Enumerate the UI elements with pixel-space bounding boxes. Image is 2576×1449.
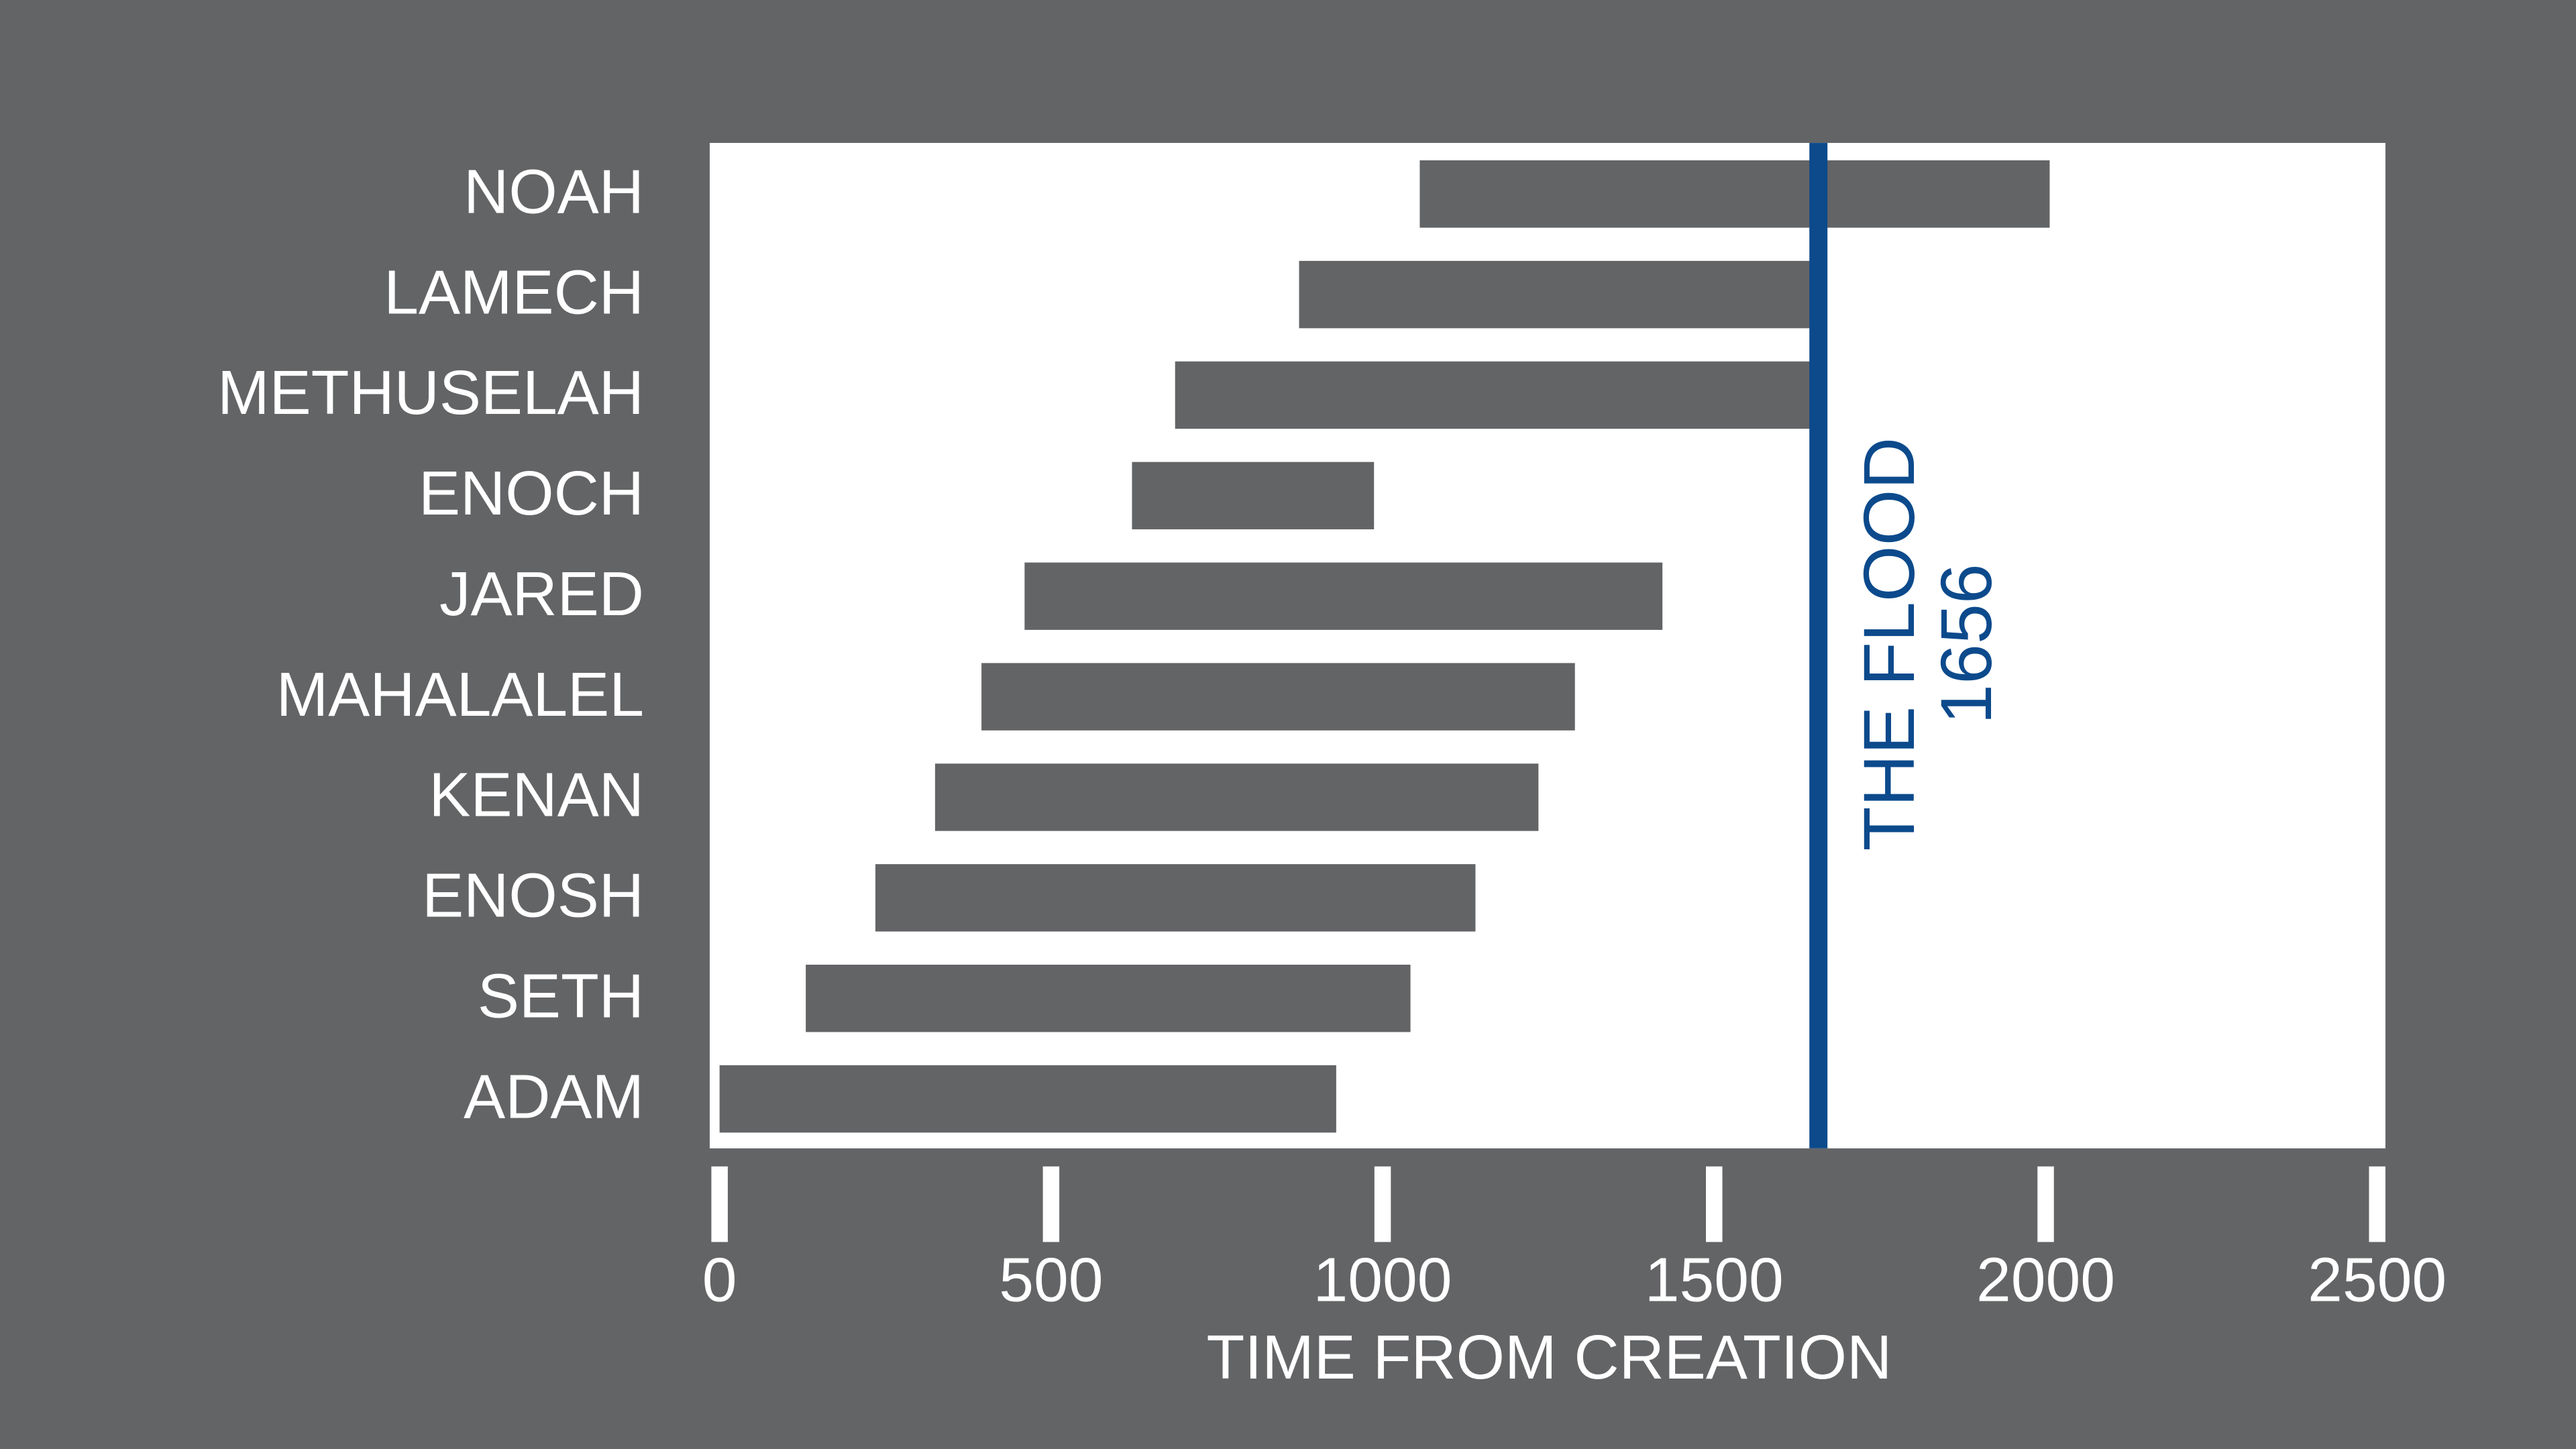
y-tick-label: KENAN: [429, 760, 644, 830]
x-tick: [711, 1166, 728, 1242]
y-tick-label: ADAM: [464, 1061, 644, 1131]
y-tick-label: MAHALALEL: [276, 659, 644, 729]
flood-label: THE FLOOD: [1848, 437, 1929, 851]
y-tick-label: ENOSH: [422, 861, 644, 930]
bar: [719, 1065, 1336, 1133]
x-tick: [2369, 1166, 2385, 1242]
y-tick-label: JARED: [439, 559, 644, 629]
y-tick-label: METHUSELAH: [217, 358, 644, 427]
y-tick-label: SETH: [478, 961, 644, 1030]
x-tick-label: 1000: [1313, 1245, 1452, 1315]
bar: [875, 864, 1476, 932]
bar: [1132, 462, 1375, 530]
x-tick: [1042, 1166, 1060, 1242]
x-tick-label: 500: [999, 1245, 1103, 1315]
bar: [1299, 260, 1815, 329]
x-axis-title: TIME FROM CREATION: [1207, 1322, 1892, 1392]
y-tick-label: NOAH: [464, 156, 644, 226]
y-tick-label: ENOCH: [419, 458, 644, 528]
flood-line: [1809, 143, 1828, 1148]
bar: [1419, 160, 2050, 228]
y-tick-label: LAMECH: [384, 257, 644, 327]
x-tick-label: 2500: [2308, 1245, 2447, 1315]
bar: [806, 965, 1411, 1032]
x-tick-label: 0: [702, 1245, 737, 1315]
flood-year: 1656: [1925, 564, 2006, 724]
x-tick: [2037, 1166, 2054, 1242]
bar: [934, 763, 1539, 831]
x-tick: [1706, 1166, 1723, 1242]
x-tick-label: 1500: [1645, 1245, 1784, 1315]
bar: [1175, 361, 1818, 429]
bar: [1024, 562, 1663, 630]
x-tick-label: 2000: [1976, 1245, 2115, 1315]
x-tick: [1374, 1166, 1391, 1242]
bar: [981, 663, 1575, 731]
